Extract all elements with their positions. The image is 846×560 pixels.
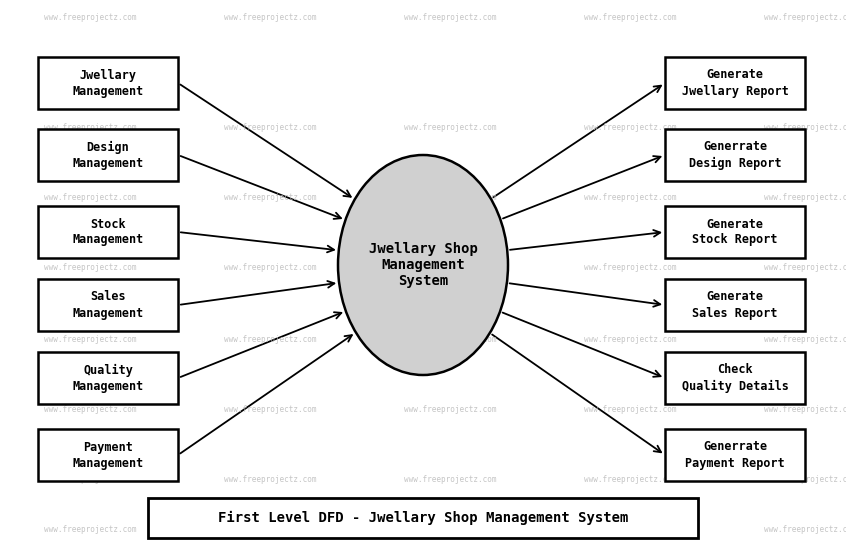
Text: www.freeprojectz.com: www.freeprojectz.com xyxy=(584,124,676,133)
Text: Generrate
Payment Report: Generrate Payment Report xyxy=(685,441,785,469)
Text: www.freeprojectz.com: www.freeprojectz.com xyxy=(404,124,497,133)
Text: www.freeprojectz.com: www.freeprojectz.com xyxy=(404,475,497,484)
Text: www.freeprojectz.com: www.freeprojectz.com xyxy=(584,264,676,273)
Text: www.freeprojectz.com: www.freeprojectz.com xyxy=(584,13,676,22)
Text: www.freeprojectz.com: www.freeprojectz.com xyxy=(223,335,316,344)
Text: Quality
Management: Quality Management xyxy=(73,363,144,393)
Bar xyxy=(148,498,698,538)
Text: Jwellary
Management: Jwellary Management xyxy=(73,68,144,97)
Text: www.freeprojectz.com: www.freeprojectz.com xyxy=(223,525,316,534)
Text: www.freeprojectz.com: www.freeprojectz.com xyxy=(404,264,497,273)
Text: www.freeprojectz.com: www.freeprojectz.com xyxy=(44,525,136,534)
Bar xyxy=(38,429,178,481)
Text: www.freeprojectz.com: www.freeprojectz.com xyxy=(223,405,316,414)
Text: www.freeprojectz.com: www.freeprojectz.com xyxy=(223,194,316,203)
Text: www.freeprojectz.com: www.freeprojectz.com xyxy=(764,124,846,133)
Text: www.freeprojectz.com: www.freeprojectz.com xyxy=(764,264,846,273)
Bar xyxy=(665,429,805,481)
Text: First Level DFD - Jwellary Shop Management System: First Level DFD - Jwellary Shop Manageme… xyxy=(217,511,629,525)
Text: Payment
Management: Payment Management xyxy=(73,441,144,469)
Bar xyxy=(38,352,178,404)
Bar xyxy=(38,57,178,109)
Text: Stock
Management: Stock Management xyxy=(73,217,144,246)
Text: www.freeprojectz.com: www.freeprojectz.com xyxy=(404,13,497,22)
Text: www.freeprojectz.com: www.freeprojectz.com xyxy=(223,124,316,133)
Text: www.freeprojectz.com: www.freeprojectz.com xyxy=(764,405,846,414)
Text: www.freeprojectz.com: www.freeprojectz.com xyxy=(44,13,136,22)
Text: www.freeprojectz.com: www.freeprojectz.com xyxy=(584,194,676,203)
Text: www.freeprojectz.com: www.freeprojectz.com xyxy=(44,335,136,344)
Text: Generate
Stock Report: Generate Stock Report xyxy=(692,217,777,246)
Text: www.freeprojectz.com: www.freeprojectz.com xyxy=(764,525,846,534)
Text: Check
Quality Details: Check Quality Details xyxy=(682,363,788,393)
Text: www.freeprojectz.com: www.freeprojectz.com xyxy=(584,475,676,484)
Text: www.freeprojectz.com: www.freeprojectz.com xyxy=(44,194,136,203)
Text: Jwellary Shop
Management
System: Jwellary Shop Management System xyxy=(369,242,477,288)
Text: www.freeprojectz.com: www.freeprojectz.com xyxy=(584,525,676,534)
Bar xyxy=(665,352,805,404)
Ellipse shape xyxy=(338,155,508,375)
Text: www.freeprojectz.com: www.freeprojectz.com xyxy=(44,124,136,133)
Text: www.freeprojectz.com: www.freeprojectz.com xyxy=(44,405,136,414)
Bar xyxy=(665,129,805,181)
Text: www.freeprojectz.com: www.freeprojectz.com xyxy=(764,13,846,22)
Bar xyxy=(665,279,805,331)
Text: www.freeprojectz.com: www.freeprojectz.com xyxy=(584,335,676,344)
Bar xyxy=(38,279,178,331)
Text: www.freeprojectz.com: www.freeprojectz.com xyxy=(223,475,316,484)
Text: www.freeprojectz.com: www.freeprojectz.com xyxy=(404,194,497,203)
Text: www.freeprojectz.com: www.freeprojectz.com xyxy=(44,264,136,273)
Bar xyxy=(38,206,178,258)
Text: www.freeprojectz.com: www.freeprojectz.com xyxy=(223,264,316,273)
Text: www.freeprojectz.com: www.freeprojectz.com xyxy=(764,194,846,203)
Text: www.freeprojectz.com: www.freeprojectz.com xyxy=(404,405,497,414)
Text: www.freeprojectz.com: www.freeprojectz.com xyxy=(764,335,846,344)
Text: Generate
Jwellary Report: Generate Jwellary Report xyxy=(682,68,788,97)
Text: Sales
Management: Sales Management xyxy=(73,291,144,320)
Text: www.freeprojectz.com: www.freeprojectz.com xyxy=(404,335,497,344)
Text: www.freeprojectz.com: www.freeprojectz.com xyxy=(44,475,136,484)
Text: Design
Management: Design Management xyxy=(73,141,144,170)
Text: www.freeprojectz.com: www.freeprojectz.com xyxy=(404,525,497,534)
Bar xyxy=(665,57,805,109)
Text: www.freeprojectz.com: www.freeprojectz.com xyxy=(584,405,676,414)
Bar xyxy=(38,129,178,181)
Text: Generrate
Design Report: Generrate Design Report xyxy=(689,141,782,170)
Text: www.freeprojectz.com: www.freeprojectz.com xyxy=(223,13,316,22)
Text: Generate
Sales Report: Generate Sales Report xyxy=(692,291,777,320)
Text: www.freeprojectz.com: www.freeprojectz.com xyxy=(764,475,846,484)
Bar xyxy=(665,206,805,258)
